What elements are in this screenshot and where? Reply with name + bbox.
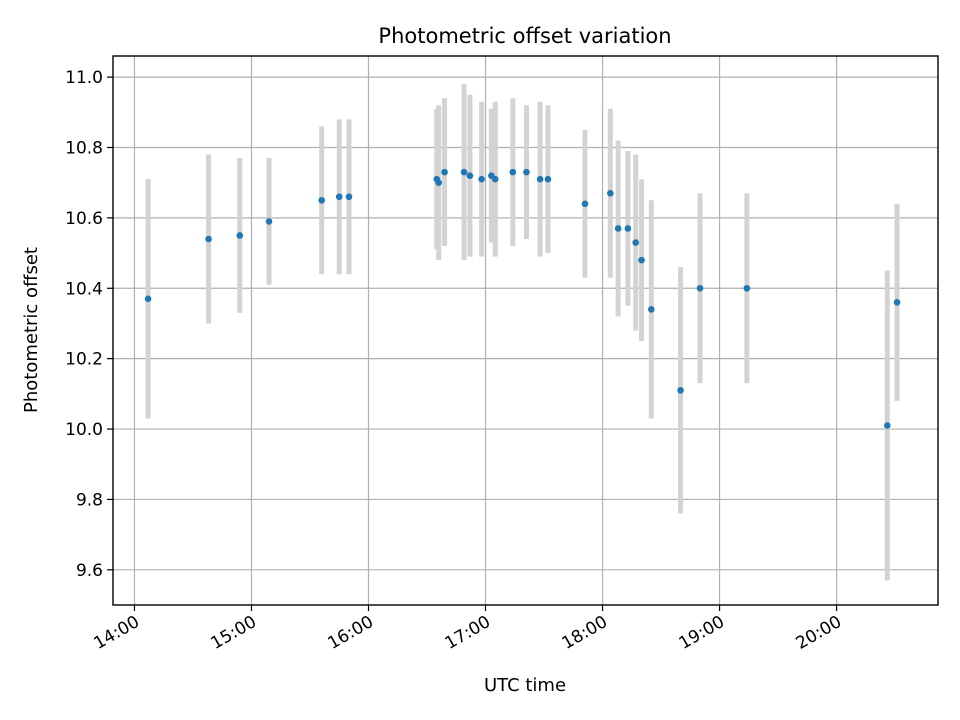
data-point	[743, 284, 751, 292]
data-point	[318, 196, 325, 204]
data-point	[144, 295, 152, 303]
x-tick-label: 20:00	[793, 612, 845, 654]
y-tick-label: 10.6	[65, 209, 103, 229]
y-tick-label: 10.0	[65, 420, 103, 440]
data-point	[696, 284, 704, 292]
errorbar-layer	[145, 84, 900, 581]
y-tick-label: 9.8	[76, 490, 103, 510]
y-tick-label: 11.0	[65, 68, 103, 88]
data-point	[581, 200, 589, 208]
x-axis-label: UTC time	[484, 675, 566, 696]
data-point	[441, 168, 448, 176]
data-point	[335, 193, 343, 201]
data-point	[624, 225, 632, 232]
data-point	[491, 175, 499, 183]
plot-frame	[112, 55, 939, 606]
data-point	[345, 193, 353, 201]
data-point	[614, 225, 622, 232]
data-point	[435, 179, 443, 186]
data-point	[205, 235, 212, 243]
data-point	[544, 175, 552, 183]
data-point	[236, 232, 244, 239]
data-point	[883, 422, 891, 429]
data-point	[509, 168, 517, 176]
data-point	[466, 172, 474, 179]
x-tick-label: 14:00	[91, 612, 143, 654]
tick-layer: 14:00 15:00 16:00 17:00 18:00 19:00 20:00 9.6 9.…	[65, 68, 845, 654]
data-point	[632, 239, 639, 246]
data-point	[893, 299, 901, 306]
x-tick-label: 16:00	[325, 612, 377, 654]
data-point	[523, 168, 530, 176]
data-point	[677, 387, 684, 394]
y-tick-label: 9.6	[76, 561, 103, 581]
data-point	[536, 175, 544, 183]
y-axis-label: Photometric offset	[21, 247, 42, 413]
chart-title: Photometric offset variation	[378, 24, 671, 48]
data-point	[460, 168, 468, 176]
y-tick-label: 10.2	[65, 350, 103, 370]
data-point	[478, 175, 485, 183]
x-tick-label: 17:00	[442, 612, 494, 654]
data-point	[647, 306, 655, 313]
data-point	[607, 189, 614, 197]
x-tick-label: 19:00	[676, 612, 728, 654]
x-tick-label: 15:00	[208, 612, 260, 654]
data-point	[265, 218, 273, 225]
y-tick-label: 10.8	[65, 139, 103, 159]
data-point	[638, 256, 645, 264]
x-tick-label: 18:00	[559, 612, 611, 654]
y-tick-label: 10.4	[65, 279, 103, 299]
point-layer	[144, 168, 901, 429]
